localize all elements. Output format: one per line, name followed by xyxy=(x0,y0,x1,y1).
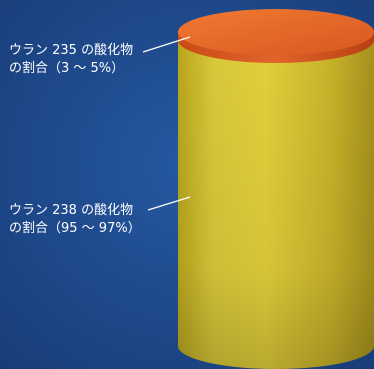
leader-line-u235 xyxy=(142,36,191,53)
leader-line-u238 xyxy=(147,196,191,211)
label-u238-line1: ウラン 238 の酸化物 xyxy=(9,203,134,218)
label-u238-line2: の割合（95 ～ 97%） xyxy=(9,221,141,236)
cylinder-top-u235 xyxy=(178,9,374,55)
label-u235-line1: ウラン 235 の酸化物 xyxy=(9,43,134,58)
label-u235-line2: の割合（3 ～ 5%） xyxy=(9,61,125,76)
label-uranium-235: ウラン 235 の酸化物 の割合（3 ～ 5%） xyxy=(9,42,133,78)
label-uranium-238: ウラン 238 の酸化物 の割合（95 ～ 97%） xyxy=(9,202,141,238)
cylinder-body-u238 xyxy=(178,36,374,369)
